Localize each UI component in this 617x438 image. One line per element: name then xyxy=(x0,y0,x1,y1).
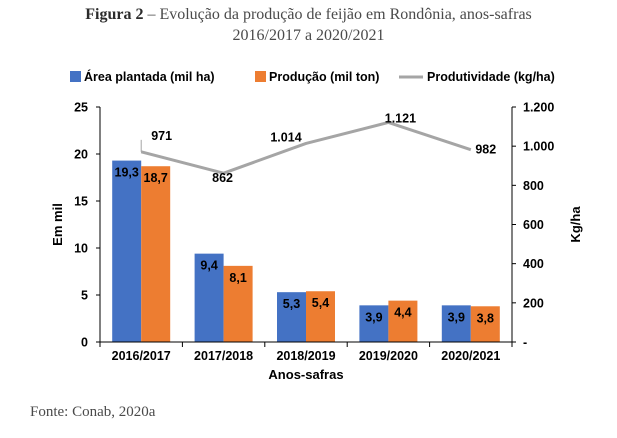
y2-tick-label: 200 xyxy=(523,296,544,310)
y2-tick-label: 800 xyxy=(523,179,544,193)
x-axis-title: Anos-safras xyxy=(268,367,343,382)
legend-label: Produção (mil ton) xyxy=(269,70,379,84)
bar-area-1 xyxy=(194,253,224,342)
source-note: Fonte: Conab, 2020a xyxy=(30,404,156,420)
x-tick-label: 2019/2020 xyxy=(359,349,418,363)
y-axis-right: - 200 400 600 800 1.000 1.200 Kg/ha xyxy=(511,101,583,350)
legend-swatch xyxy=(255,71,266,82)
productivity-value-label: 982 xyxy=(475,143,496,157)
bar-value-label: 4,4 xyxy=(394,306,411,320)
productivity-value-label: 862 xyxy=(212,171,233,185)
x-tick-label: 2016/2017 xyxy=(112,349,171,363)
legend-item-0: Área plantada (mil ha) xyxy=(70,69,215,84)
y-tick-label: 5 xyxy=(81,289,88,303)
productivity-value-label: 1.121 xyxy=(385,111,416,125)
bar-value-label: 3,9 xyxy=(365,310,382,324)
y2-axis-title: Kg/ha xyxy=(568,206,583,243)
bars xyxy=(112,160,500,342)
legend-label: Produtividade (kg/ha) xyxy=(427,70,555,84)
caption-title: Evolução da produção de feijão em Rondôn… xyxy=(159,6,532,23)
y2-tick-label: - xyxy=(523,336,527,350)
legend-item-2: Produtividade (kg/ha) xyxy=(399,70,555,84)
bar-production-0 xyxy=(141,166,171,342)
legend-swatch xyxy=(70,71,81,82)
bar-value-label: 5,3 xyxy=(283,297,300,311)
bar-area-2 xyxy=(277,292,306,342)
data-labels: 19,3 18,7 9,4 8,1 5,3 5,4 3,9 4,4 3,9 3,8 971 862 1.… xyxy=(115,111,497,325)
legend-label: Área plantada (mil ha) xyxy=(84,69,215,84)
legend-item-1: Produção (mil ton) xyxy=(255,70,379,84)
x-tick-label: 2020/2021 xyxy=(441,349,500,363)
x-tick-label: 2017/2018 xyxy=(194,349,253,363)
x-tick-label: 2018/2019 xyxy=(276,349,335,363)
caption-line-1: Figura 2 – Evolução da produção de feijã… xyxy=(0,4,617,25)
bar-production-4 xyxy=(470,306,500,342)
productivity-line xyxy=(140,120,472,175)
y-tick-label: 10 xyxy=(74,242,88,256)
x-axis: 2016/2017 2017/2018 2018/2019 2019/2020 2020… xyxy=(99,341,513,382)
bar-area-3 xyxy=(359,305,389,342)
bar-area-4 xyxy=(441,305,471,342)
y-tick-label: 20 xyxy=(74,148,88,162)
productivity-polyline xyxy=(140,120,472,175)
y2-tick-label: 600 xyxy=(523,218,544,232)
bar-value-label: 18,7 xyxy=(144,171,168,185)
bar-value-label: 5,4 xyxy=(312,296,329,310)
y-axis-title: Em mil xyxy=(50,203,65,246)
y-tick-label: 25 xyxy=(74,101,88,115)
bar-production-1 xyxy=(223,265,253,342)
y-tick-label: 15 xyxy=(74,195,88,209)
bar-value-label: 19,3 xyxy=(115,166,139,180)
productivity-value-label: 971 xyxy=(151,129,172,143)
bar-production-2 xyxy=(306,291,335,342)
bar-value-label: 8,1 xyxy=(229,271,246,285)
bar-value-label: 9,4 xyxy=(200,259,217,273)
y2-tick-label: 400 xyxy=(523,257,544,271)
caption-dash: – xyxy=(143,6,160,23)
productivity-value-label: 1.014 xyxy=(270,130,301,144)
bar-production-3 xyxy=(388,300,418,342)
figure-label: Figura 2 xyxy=(85,6,144,23)
y2-tick-label: 1.200 xyxy=(523,101,554,115)
y-axis-left: 0 5 10 15 20 25 Em mil xyxy=(50,101,101,350)
bar-value-label: 3,8 xyxy=(477,311,494,325)
bar-area-0 xyxy=(112,160,142,342)
caption-line-2: 2016/2017 a 2020/2021 xyxy=(232,27,385,44)
y-tick-label: 0 xyxy=(81,336,88,350)
bar-value-label: 3,9 xyxy=(448,310,465,324)
legend: Área plantada (mil ha) Produção (mil ton)… xyxy=(70,69,555,84)
y2-tick-label: 1.000 xyxy=(523,140,554,154)
figure-caption: Figura 2 – Evolução da produção de feijã… xyxy=(0,4,617,46)
